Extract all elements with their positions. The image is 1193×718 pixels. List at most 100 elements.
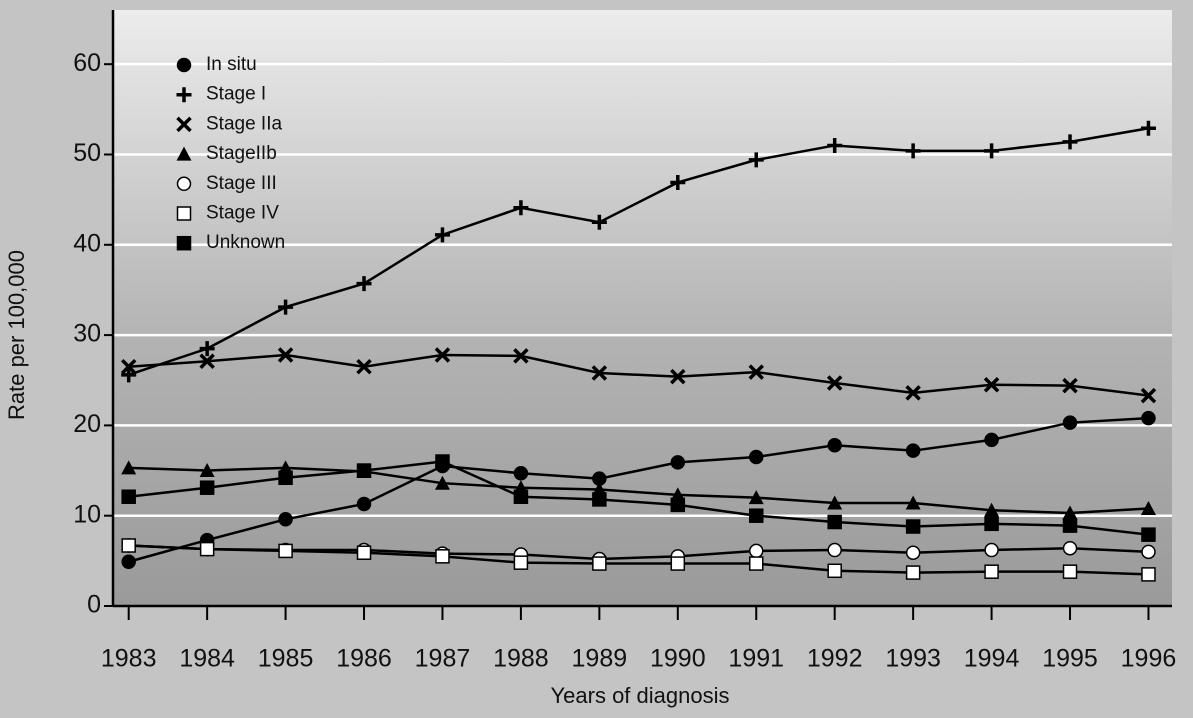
legend-label: Unknown	[206, 232, 285, 253]
legend-marker	[176, 176, 192, 192]
marker	[905, 443, 921, 458]
x-tick-label: 1991	[728, 645, 784, 673]
marker	[983, 377, 1000, 393]
marker	[592, 492, 607, 507]
x-tick-label: 1995	[1042, 645, 1098, 673]
marker	[1140, 500, 1156, 515]
marker	[1141, 410, 1156, 426]
marker	[1062, 518, 1078, 533]
x-tick-label: 1993	[885, 645, 941, 673]
marker	[513, 200, 529, 216]
marker	[670, 455, 686, 470]
series-line	[128, 127, 1149, 377]
legend-label: Stage IIa	[206, 113, 282, 134]
marker	[670, 368, 686, 385]
legend-label: Stage III	[206, 173, 277, 194]
marker	[435, 454, 450, 469]
marker	[356, 463, 372, 478]
marker	[356, 545, 372, 560]
marker	[121, 538, 136, 553]
marker	[905, 143, 921, 159]
y-tick-label: 60	[73, 49, 101, 77]
legend-marker	[176, 57, 192, 73]
marker	[591, 214, 607, 230]
marker	[670, 556, 686, 571]
x-tick-label: 1990	[650, 645, 706, 673]
legend-marker	[176, 206, 192, 221]
marker	[1140, 120, 1156, 136]
y-tick-label: 50	[73, 139, 101, 167]
marker	[513, 555, 529, 570]
marker	[592, 556, 607, 571]
marker	[278, 512, 293, 527]
marker	[434, 475, 450, 490]
y-tick-label: 10	[73, 500, 101, 528]
x-tick-label: 1985	[258, 645, 314, 673]
marker	[905, 545, 921, 560]
marker	[984, 516, 999, 532]
x-tick-label: 1989	[572, 645, 628, 673]
series-line	[128, 416, 1149, 563]
marker	[748, 152, 764, 168]
marker	[1141, 567, 1156, 582]
marker	[827, 137, 843, 153]
marker	[827, 542, 842, 558]
series-line	[128, 353, 1149, 397]
legend-marker	[176, 235, 192, 251]
marker	[278, 470, 293, 486]
marker	[748, 364, 764, 380]
legend-label: Stage IV	[206, 203, 279, 224]
marker	[748, 508, 764, 523]
marker	[434, 227, 450, 243]
marker	[827, 563, 842, 579]
marker	[905, 565, 921, 580]
marker	[827, 438, 842, 453]
marker	[513, 489, 529, 504]
y-tick-label: 40	[73, 229, 101, 257]
x-tick-label: 1996	[1121, 645, 1177, 673]
marker	[1141, 527, 1156, 542]
marker	[748, 449, 764, 465]
marker	[984, 143, 1000, 159]
marker	[435, 549, 450, 564]
y-axis-title: Rate per 100,000	[4, 250, 29, 420]
legend-label: StageIIb	[206, 143, 277, 164]
marker	[984, 564, 999, 579]
marker	[278, 543, 293, 559]
marker	[120, 358, 137, 375]
legend-marker	[176, 146, 192, 161]
marker	[277, 347, 294, 363]
marker	[356, 358, 372, 375]
marker	[199, 341, 215, 357]
marker	[827, 514, 842, 530]
marker	[434, 347, 451, 363]
marker	[513, 348, 529, 364]
marker	[1141, 544, 1156, 560]
series-line	[128, 460, 1149, 536]
y-tick-label: 30	[73, 320, 101, 348]
marker	[1062, 377, 1078, 394]
marker	[121, 460, 137, 475]
y-tick-label: 20	[73, 410, 101, 438]
x-tick-label: 1992	[807, 645, 863, 673]
marker	[199, 541, 215, 557]
marker	[199, 480, 215, 495]
legend-marker	[176, 116, 192, 133]
marker	[1062, 505, 1078, 520]
marker	[748, 556, 764, 571]
marker	[670, 497, 686, 513]
marker	[1062, 540, 1078, 556]
x-tick-label: 1987	[415, 645, 471, 673]
marker	[984, 542, 999, 558]
x-tick-label: 1984	[179, 645, 235, 673]
marker	[121, 367, 137, 383]
marker	[748, 490, 764, 505]
legend-label: Stage I	[206, 84, 266, 105]
marker	[984, 432, 999, 448]
marker	[1062, 134, 1078, 150]
marker	[278, 299, 294, 315]
series-line	[128, 466, 1149, 515]
marker	[199, 353, 215, 370]
x-tick-label: 1986	[336, 645, 392, 673]
